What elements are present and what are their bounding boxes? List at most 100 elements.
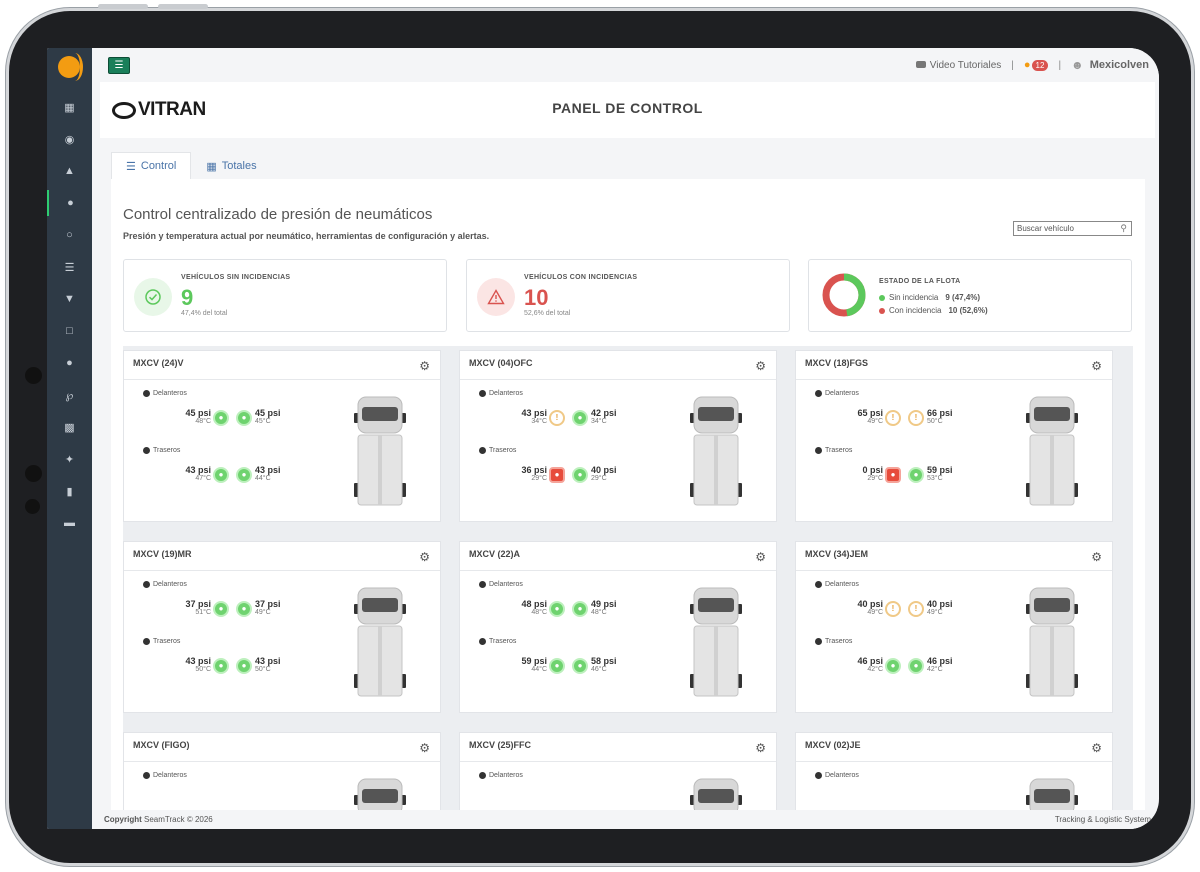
- tire-status-icon[interactable]: !: [885, 410, 901, 426]
- search-placeholder: Buscar vehículo: [1017, 224, 1074, 233]
- tire-status-icon[interactable]: ●: [572, 601, 588, 617]
- tire-status-icon[interactable]: ●: [236, 601, 252, 617]
- vehicle-card[interactable]: MXCV (22)A ⚙ Delanteros 48 psi 48°C ● ● 49 psi 4…: [459, 541, 777, 713]
- truck-icon[interactable]: ▬: [64, 517, 75, 529]
- tire-status-icon[interactable]: ●: [213, 601, 229, 617]
- tire-status-icon[interactable]: !: [549, 410, 565, 426]
- tire-status-icon[interactable]: ●: [885, 658, 901, 674]
- dashboard-icon[interactable]: ▦: [64, 101, 75, 114]
- panel-title: Control centralizado de presión de neumá…: [123, 206, 433, 223]
- tab-totales[interactable]: ▦ Totales: [206, 160, 257, 173]
- tire-status-icon[interactable]: ●: [213, 658, 229, 674]
- front-axle-label: Delanteros: [143, 581, 187, 588]
- search-icon[interactable]: ⚲: [1120, 223, 1127, 233]
- donut-slice-ok: [822, 273, 866, 317]
- gear-icon[interactable]: ⚙: [755, 550, 766, 564]
- tire-status-icon[interactable]: ●: [213, 467, 229, 483]
- menu-toggle-button[interactable]: ☰: [108, 57, 130, 74]
- sidebar: ▦ ◉ ▲ ● ○ ☰ ▼ □ ● ℘ ▩ ✦ ▮ ▬: [47, 48, 92, 829]
- tire-status-icon[interactable]: !: [908, 410, 924, 426]
- tire-status-icon[interactable]: ●: [213, 410, 229, 426]
- vehicle-card[interactable]: MXCV (24)V ⚙ Delanteros 45 psi 48°C ● ● 45 psi 4…: [123, 350, 441, 522]
- tire-pressure: 65 psi: [857, 408, 883, 418]
- tire-status-icon[interactable]: ●: [572, 467, 588, 483]
- tire-temperature: 50°C: [195, 666, 211, 673]
- tire-temperature: 50°C: [255, 666, 271, 673]
- tire-pressure: 40 psi: [857, 599, 883, 609]
- tire-status-icon[interactable]: ●: [236, 467, 252, 483]
- vehicle-card[interactable]: MXCV (19)MR ⚙ Delanteros 37 psi 51°C ● ● 37 psi…: [123, 541, 441, 713]
- tire-pressure: 48 psi: [521, 599, 547, 609]
- vehicle-card[interactable]: MXCV (34)JEM ⚙ Delanteros 40 psi 49°C!! 40 ps…: [795, 541, 1113, 713]
- notifications-button[interactable]: ● 12: [1024, 59, 1049, 71]
- axle-icon: [815, 638, 822, 645]
- gear-icon[interactable]: ⚙: [419, 359, 430, 373]
- vehicle-card[interactable]: MXCV (18)FGS ⚙ Delanteros 65 psi 49°C!! 66 ps…: [795, 350, 1113, 522]
- tire-status-icon[interactable]: ●: [236, 658, 252, 674]
- gear-icon[interactable]: ⚙: [755, 741, 766, 755]
- gear-icon[interactable]: ⚙: [1091, 550, 1102, 564]
- tire-pressure: 46 psi: [857, 656, 883, 666]
- tire-status-icon[interactable]: ●: [549, 467, 565, 483]
- truck-top-view-icon: [1024, 395, 1080, 512]
- tab-control[interactable]: ☰ Control: [111, 152, 192, 180]
- truck-top-view-icon: [688, 586, 744, 703]
- tire-temperature: 48°C: [195, 418, 211, 425]
- tire-status-icon[interactable]: ●: [572, 658, 588, 674]
- tire-status-icon[interactable]: ●: [572, 410, 588, 426]
- front-axle-label: Delanteros: [479, 390, 523, 397]
- bell-icon: ●: [1023, 59, 1031, 71]
- app-screen: ▦ ◉ ▲ ● ○ ☰ ▼ □ ● ℘ ▩ ✦ ▮ ▬ ☰ Video Tuto…: [47, 48, 1159, 829]
- front-axle-label: Delanteros: [479, 581, 523, 588]
- tire-status-icon[interactable]: ●: [885, 467, 901, 483]
- legend-dot: [879, 294, 885, 301]
- stat-card-bad: VEHÍCULOS CON INCIDENCIAS 10 52,6% del t…: [466, 259, 790, 332]
- top-bar: ☰ Video Tutoriales | ● 12 | ☻ Mexicolven: [92, 48, 1159, 82]
- tire-pressure: 45 psi: [255, 408, 281, 418]
- tire-temperature: 48°C: [591, 609, 607, 616]
- info-icon[interactable]: ●: [66, 357, 73, 369]
- stat-card-ok: VEHÍCULOS SIN INCIDENCIAS 9 47,4% del to…: [123, 259, 447, 332]
- legend-ok: Sin incidencia 9 (47,4%): [879, 293, 980, 302]
- wrench-icon[interactable]: ✦: [64, 453, 75, 466]
- gear-icon[interactable]: ⚙: [419, 550, 430, 564]
- gear-icon[interactable]: ⚙: [419, 741, 430, 755]
- tire-status-icon[interactable]: ●: [549, 601, 565, 617]
- circle-icon[interactable]: ○: [66, 229, 73, 241]
- gear-icon[interactable]: ⚙: [1091, 359, 1102, 373]
- tire-status-icon[interactable]: ●: [549, 658, 565, 674]
- map-marker-icon[interactable]: ▼: [64, 293, 75, 305]
- tire-status-icon[interactable]: ●: [908, 467, 924, 483]
- tire-status-icon[interactable]: !: [885, 601, 901, 617]
- fuel-icon[interactable]: ▮: [66, 485, 73, 498]
- axle-icon: [143, 447, 150, 454]
- front-axle-label: Delanteros: [143, 390, 187, 397]
- video-tutorials-link[interactable]: Video Tutoriales: [915, 60, 1001, 71]
- tire-pressure: 37 psi: [255, 599, 281, 609]
- list-icon[interactable]: ☰: [64, 261, 75, 274]
- rear-axle-label: Traseros: [479, 638, 516, 645]
- tire-row: 46 psi 42°C ● ● 46 psi 42°C: [796, 656, 996, 678]
- gear-icon[interactable]: ⚙: [1091, 741, 1102, 755]
- user-menu[interactable]: ☻ Mexicolven: [1071, 58, 1149, 72]
- truck-top-view-icon: [1024, 586, 1080, 703]
- tire-status-icon[interactable]: ●: [908, 658, 924, 674]
- stat-foot: 52,6% del total: [524, 310, 571, 317]
- tire-status-icon[interactable]: ●: [236, 410, 252, 426]
- branch-icon[interactable]: ℘: [65, 389, 74, 402]
- binoculars-icon[interactable]: ▲: [64, 165, 75, 177]
- tire-status-icon[interactable]: !: [908, 601, 924, 617]
- stat-label: VEHÍCULOS SIN INCIDENCIAS: [181, 274, 291, 281]
- legend-dot: [879, 307, 885, 314]
- cubes-icon[interactable]: ▩: [64, 421, 75, 434]
- square-icon[interactable]: □: [66, 325, 73, 337]
- lightbulb-icon[interactable]: ●: [47, 190, 92, 216]
- rear-axle-label: Traseros: [479, 447, 516, 454]
- vehicle-name: MXCV (18)FGS: [796, 351, 1112, 380]
- globe-icon[interactable]: ◉: [64, 133, 75, 146]
- vehicle-name: MXCV (02)JE: [796, 733, 1112, 762]
- gear-icon[interactable]: ⚙: [755, 359, 766, 373]
- separator: |: [1058, 59, 1062, 71]
- search-input[interactable]: Buscar vehículo ⚲: [1013, 221, 1132, 236]
- vehicle-card[interactable]: MXCV (04)OFC ⚙ Delanteros 43 psi 34°C! ● 42 ps…: [459, 350, 777, 522]
